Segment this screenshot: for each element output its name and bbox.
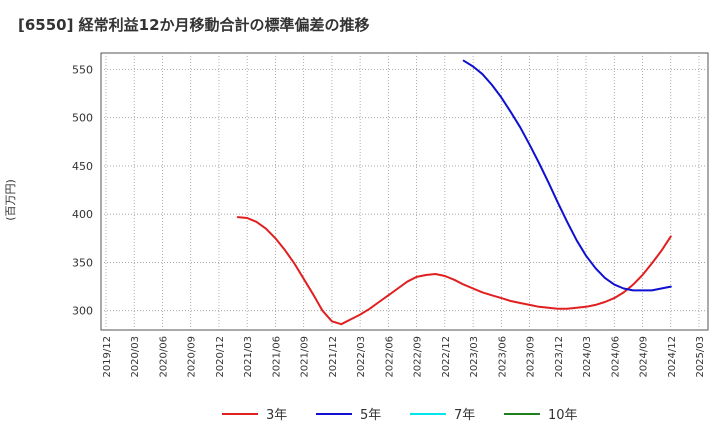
y-tick-label: 550 [72, 63, 93, 76]
x-tick-label: 2020/09 [187, 336, 198, 378]
grid [101, 53, 708, 330]
x-tick-label: 2022/03 [356, 336, 367, 378]
x-tick-label: 2021/09 [300, 336, 311, 378]
legend-label: 5年 [360, 408, 381, 423]
legend-item: 5年 [316, 408, 381, 423]
x-tick-label: 2024/06 [610, 336, 621, 378]
legend-item: 7年 [410, 408, 475, 423]
legend: 3年 5年 7年 10年 [222, 408, 578, 423]
series-line-3年 [236, 216, 672, 326]
y-axis-label: (百万円) [4, 179, 17, 221]
x-tick-label: 2023/06 [497, 336, 508, 378]
legend-label: 7年 [454, 408, 475, 423]
y-tick-label: 400 [72, 208, 93, 221]
x-tick-label: 2020/03 [130, 336, 141, 378]
x-tick-label: 2019/12 [102, 336, 113, 378]
x-tick-label: 2025/03 [695, 336, 706, 378]
y-tick-label: 300 [72, 305, 93, 318]
x-tick-label: 2023/03 [469, 336, 480, 378]
series-lines [236, 59, 672, 326]
y-axis-ticks: 300 350 400 450 500 550 [72, 63, 93, 317]
x-tick-label: 2020/12 [215, 336, 226, 378]
series-line-5年 [462, 59, 672, 292]
x-tick-label: 2023/09 [526, 336, 537, 378]
chart-title: [6550] 経常利益12か月移動合計の標準偏差の推移 [18, 16, 370, 34]
x-tick-label: 2024/09 [639, 336, 650, 378]
x-tick-label: 2021/03 [243, 336, 254, 378]
y-tick-label: 500 [72, 112, 93, 125]
x-tick-label: 2021/06 [271, 336, 282, 378]
x-tick-label: 2021/12 [328, 336, 339, 378]
y-tick-label: 450 [72, 160, 93, 173]
legend-label: 10年 [548, 408, 578, 423]
x-axis-ticks: 2019/12 2020/03 2020/06 2020/09 2020/12 2021/… [102, 336, 706, 378]
legend-item: 3年 [222, 408, 287, 423]
x-tick-label: 2022/06 [384, 336, 395, 378]
plot-area [100, 52, 709, 331]
x-tick-label: 2020/06 [158, 336, 169, 378]
legend-label: 3年 [266, 408, 287, 423]
legend-item: 10年 [504, 408, 578, 423]
x-tick-label: 2023/12 [554, 336, 565, 378]
x-tick-label: 2024/03 [582, 336, 593, 378]
x-tick-label: 2022/12 [441, 336, 452, 378]
y-tick-label: 350 [72, 256, 93, 269]
x-tick-label: 2024/12 [667, 336, 678, 378]
x-tick-label: 2022/09 [413, 336, 424, 378]
